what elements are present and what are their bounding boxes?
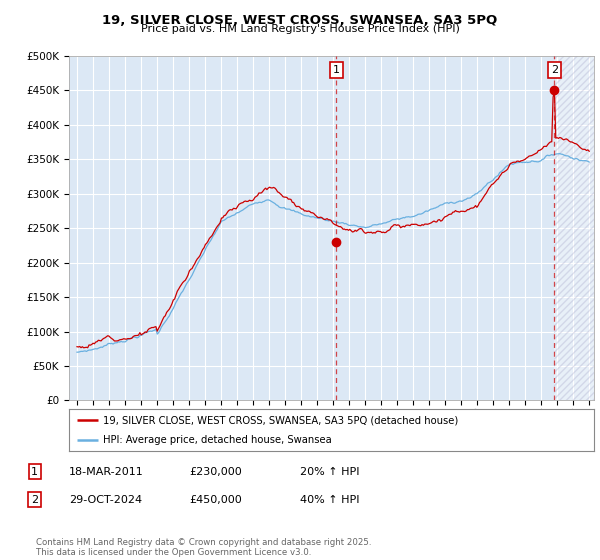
Text: 19, SILVER CLOSE, WEST CROSS, SWANSEA, SA3 5PQ (detached house): 19, SILVER CLOSE, WEST CROSS, SWANSEA, S…	[103, 415, 458, 425]
Text: 18-MAR-2011: 18-MAR-2011	[69, 466, 144, 477]
Bar	[554, 56, 594, 400]
Text: 19, SILVER CLOSE, WEST CROSS, SWANSEA, SA3 5PQ: 19, SILVER CLOSE, WEST CROSS, SWANSEA, S…	[103, 14, 497, 27]
Text: 20% ↑ HPI: 20% ↑ HPI	[300, 466, 359, 477]
Text: 1: 1	[333, 65, 340, 75]
Text: HPI: Average price, detached house, Swansea: HPI: Average price, detached house, Swan…	[103, 435, 332, 445]
Text: 2: 2	[551, 65, 558, 75]
Text: £450,000: £450,000	[189, 494, 242, 505]
Text: Contains HM Land Registry data © Crown copyright and database right 2025.
This d: Contains HM Land Registry data © Crown c…	[36, 538, 371, 557]
Text: Price paid vs. HM Land Registry's House Price Index (HPI): Price paid vs. HM Land Registry's House …	[140, 24, 460, 34]
Text: 40% ↑ HPI: 40% ↑ HPI	[300, 494, 359, 505]
Text: 1: 1	[31, 466, 38, 477]
Text: £230,000: £230,000	[189, 466, 242, 477]
Text: 29-OCT-2024: 29-OCT-2024	[69, 494, 142, 505]
Text: 2: 2	[31, 494, 38, 505]
